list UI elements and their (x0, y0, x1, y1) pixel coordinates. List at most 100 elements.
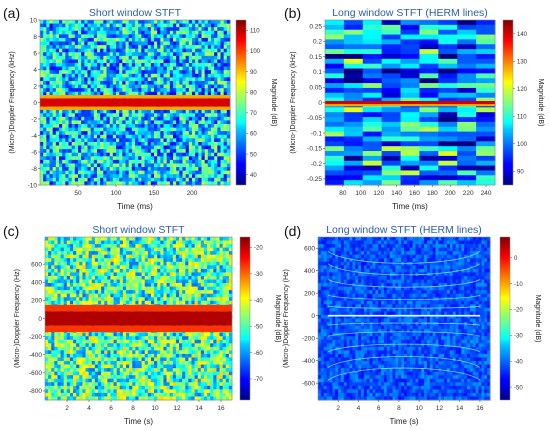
colorbar (499, 236, 511, 401)
colorbar-tick-label: -50 (514, 385, 523, 391)
y-tick-label: 0 (318, 100, 322, 107)
x-tick-label: 220 (463, 190, 474, 197)
colorbar-tick-label: -10 (514, 282, 523, 288)
colorbar-tick-label: 50 (250, 152, 257, 158)
x-tick-label: 100 (111, 190, 122, 197)
x-tick-label: 120 (373, 190, 384, 197)
panel-b: (b) Long window STFT (HERM lines) 80 100 120… (284, 5, 544, 211)
x-tick-label: 4 (87, 405, 91, 412)
heatmap-cells (318, 237, 491, 401)
panel-title: Long window STFT (HERM lines) (326, 224, 482, 236)
colorbar-tick-label: 110 (250, 29, 260, 35)
colorbar-label: Magnitude (dB) (274, 295, 281, 343)
y-tick-label: -0.05 (307, 115, 322, 122)
colorbar-tick-label: 100 (250, 49, 261, 55)
colorbar-tick-label: 100 (517, 142, 528, 148)
y-tick-label: -10 (28, 182, 38, 189)
y-tick-label: -200 (29, 334, 42, 341)
colorbar-tick-label: 90 (517, 169, 524, 175)
hot-band (45, 304, 232, 312)
colorbar-tick-label: -40 (254, 298, 263, 304)
y-tick-label: -0.2 (311, 161, 323, 168)
herm-line (327, 322, 481, 326)
y-tick-label: 0.2 (313, 39, 322, 46)
colorbar-label: Magnitude (dB) (534, 295, 541, 343)
colorbar-tick-label: -20 (254, 246, 263, 252)
colorbar-tick-label: -60 (254, 351, 263, 357)
y-tick-label: 2 (33, 83, 37, 90)
colorbar-tick-label: -20 (514, 308, 523, 314)
colorbar-tick-label: 140 (517, 32, 528, 38)
panel-label: (c) (3, 223, 19, 239)
y-axis-label: (Micro-)Doppler Frequency (Hz) (14, 269, 21, 368)
colorbar-label: Magnitude (dB) (537, 79, 544, 127)
x-tick-label: 6 (109, 405, 113, 412)
herm-line (327, 279, 481, 288)
y-tick-label: 8 (33, 34, 37, 41)
hot-band (45, 311, 232, 326)
herm-line (327, 343, 481, 353)
colorbar-tick-label: -70 (254, 377, 263, 383)
colorbar (235, 19, 247, 186)
y-tick-label: -800 (29, 388, 42, 395)
x-axis-label: Time (s) (389, 417, 418, 426)
x-tick-label: 4 (357, 405, 361, 412)
x-tick-label: 200 (445, 190, 456, 197)
x-tick-label: 12 (436, 405, 444, 412)
x-tick-label: 2 (336, 405, 340, 412)
y-tick-label: -600 (302, 380, 315, 387)
x-axis-label: Time (ms) (392, 202, 428, 211)
x-tick-label: 80 (339, 190, 347, 197)
x-tick-label: 200 (187, 190, 198, 197)
x-tick-label: 14 (195, 405, 203, 412)
y-tick-label: 0 (311, 313, 315, 320)
x-tick-label: 14 (456, 405, 464, 412)
y-tick-label: 400 (31, 280, 42, 287)
herm-line (327, 331, 481, 337)
x-tick-label: 2 (65, 405, 69, 412)
colorbar-label: Magnitude (dB) (270, 79, 277, 127)
panel-label: (a) (3, 5, 20, 21)
x-tick-label: 150 (149, 190, 160, 197)
y-tick-label: -600 (29, 370, 42, 377)
colorbar (239, 236, 251, 401)
herm-line (327, 367, 481, 381)
herm-line (327, 294, 481, 300)
plot-frame (317, 236, 491, 401)
y-axis-label: (Micro-)Doppler Frequency (Hz) (283, 269, 290, 368)
x-tick-label: 8 (131, 405, 135, 412)
y-axis-label: (Micro-)Doppler Frequency (kHz) (290, 51, 297, 153)
y-tick-label: 0.1 (313, 69, 322, 76)
colorbar-tick-label: 40 (250, 173, 257, 179)
panel-title: Long window STFT (HERM lines) (332, 7, 488, 19)
x-tick-label: 12 (173, 405, 181, 412)
y-tick-label: -4 (31, 133, 37, 140)
panel-title: Short window STFT (92, 224, 185, 236)
x-axis-label: Time (s) (124, 417, 153, 426)
colorbar (502, 19, 514, 186)
panel-title: Short window STFT (89, 7, 182, 19)
colorbar-tick-label: 60 (250, 132, 257, 138)
x-axis-label: Time (ms) (117, 202, 153, 211)
x-tick-label: 10 (416, 405, 424, 412)
colorbar-tick-label: 0 (514, 256, 518, 262)
panel-c: (c) Short window STFT 2 4 6 8 10 12 14 16 600 400 20… (3, 223, 281, 426)
y-tick-label: -400 (29, 352, 42, 359)
y-tick-label: -400 (302, 358, 315, 365)
x-tick-label: 10 (151, 405, 159, 412)
colorbar-tick-label: -40 (514, 359, 523, 365)
panel-label: (d) (284, 223, 301, 239)
y-tick-label: 0.15 (309, 54, 322, 61)
x-tick-label: 8 (397, 405, 401, 412)
y-tick-label: -0.15 (307, 146, 322, 153)
y-tick-label: 400 (304, 268, 315, 275)
colorbar-tick-label: 130 (517, 59, 528, 65)
colorbar-tick-label: 80 (250, 90, 257, 96)
y-tick-label: -200 (302, 335, 315, 342)
hot-band (325, 104, 495, 107)
y-tick-label: 0 (38, 316, 42, 323)
y-tick-label: -2 (31, 116, 37, 123)
hot-band (40, 98, 230, 107)
colorbar-tick-label: 110 (517, 114, 527, 120)
